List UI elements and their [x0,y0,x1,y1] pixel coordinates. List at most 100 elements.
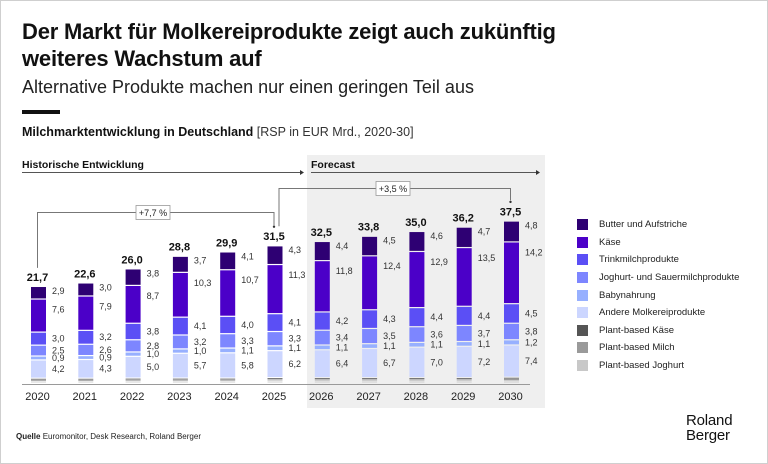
bar-segment [409,381,425,383]
data-label: 2,6 [99,345,112,355]
data-label: 3,8 [147,326,160,336]
x-tick-label: 2028 [404,391,428,403]
bar-segment [267,378,283,380]
data-label: 4,2 [336,316,349,326]
bar-segment [267,379,283,381]
bar-segment [78,356,94,359]
bar-segment [172,256,188,272]
cagr-label: +7,7 % [139,208,167,218]
bar-segment [362,378,378,380]
legend-swatch [577,289,588,301]
bar-segment [456,378,472,380]
bar-segment [172,353,188,378]
legend-item: Joghurt- und Sauermilchprodukte [577,269,739,287]
data-label: 2,5 [52,345,65,355]
bar-segment [504,381,519,383]
bar-segment [125,356,141,378]
bar-segment [31,332,46,345]
legend-swatch [577,219,588,231]
data-label: 3,4 [336,333,349,343]
legend-swatch [577,254,588,266]
bar-segment [220,381,236,383]
data-label: 5,0 [147,362,160,372]
data-label: 3,3 [241,336,254,346]
bar-segment [220,348,236,353]
legend-item: Käse [577,234,739,252]
bar-segment [456,227,472,247]
bar-segment [456,326,472,341]
legend-label: Andere Molkereiprodukte [599,307,706,319]
total-label: 22,6 [74,268,95,280]
total-label: 36,2 [452,213,473,225]
bar-segment [78,360,94,378]
bar-segment [362,381,378,383]
legend-swatch [577,236,588,248]
x-tick-label: 2023 [167,391,191,403]
bar-segment [504,242,519,304]
data-label: 2,8 [147,341,160,351]
total-label: 35,0 [405,217,426,229]
forecast-arrow-head [536,170,540,175]
source-note: Quelle Euromonitor, Desk Research, Rolan… [16,432,201,441]
bar-segment [314,379,330,381]
data-label: 3,3 [289,334,302,344]
data-label: 3,0 [52,334,65,344]
data-label: 8,7 [147,291,160,301]
x-tick-label: 2027 [356,391,380,403]
cagr-bracket [37,212,275,268]
data-label: 12,9 [430,257,448,267]
page-title: Der Markt für Molkereiprodukte zeigt auc… [22,19,556,71]
data-label: 7,4 [525,356,538,366]
bar-segment [78,296,94,330]
bar-segment [314,242,330,261]
x-tick-label: 2024 [214,391,238,403]
bar-segment [314,350,330,378]
data-label: 1,1 [430,340,443,350]
total-label: 37,5 [500,206,521,218]
data-label: 3,8 [147,268,160,278]
legend-label: Plant-based Joghurt [599,360,685,372]
bar-segment [78,380,94,381]
data-label: 4,7 [478,227,491,237]
bar-segment [456,342,472,346]
bar-segment [31,380,46,381]
logo-line-2: Berger [686,427,730,444]
chart-title-bold: Milchmarktentwicklung in Deutschland [22,125,254,139]
data-label: 4,5 [383,236,396,246]
bar-segment [220,334,236,348]
legend-label: Joghurt- und Sauermilchprodukte [599,272,740,284]
bar-segment [172,378,188,380]
total-label: 33,8 [358,222,379,234]
bar-segment [409,308,425,327]
bar-segment [504,378,519,381]
total-label: 21,7 [27,272,48,284]
bar-segment [31,360,46,378]
bar-segment [504,345,519,377]
bar-segment [78,283,94,296]
bar-segment [172,317,188,335]
data-label: 6,2 [289,359,302,369]
chart-title-unit: [RSP in EUR Mrd., 2020-30] [256,125,414,139]
data-label: 4,0 [241,320,254,330]
legend: Butter und Aufstriche Käse Trinkmilchpro… [577,216,739,374]
legend-item: Butter und Aufstriche [577,216,739,234]
bar-segment [267,265,283,314]
data-label: 12,4 [383,261,401,271]
bar-segment [220,316,236,334]
data-label: 0,9 [99,352,112,362]
section-label-forecast: Forecast [311,159,355,171]
bar-segment [409,378,425,380]
data-label: 10,3 [194,278,212,288]
x-tick-label: 2025 [262,391,286,403]
data-label: 13,5 [478,253,496,263]
x-tick-label: 2030 [498,391,522,403]
bar-segment [172,272,188,317]
data-label: 4,3 [383,314,396,324]
bar-segment [125,323,141,340]
bar-segment [409,342,425,347]
data-label: 4,4 [478,311,491,321]
bar-segment [362,329,378,344]
data-label: 14,2 [525,247,543,257]
legend-label: Plant-based Milch [599,342,675,354]
